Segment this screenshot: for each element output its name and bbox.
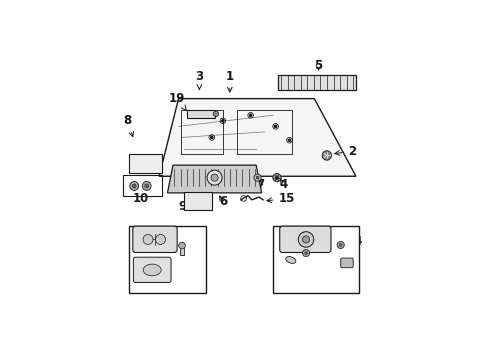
Text: 5: 5 xyxy=(314,59,322,72)
Text: 6: 6 xyxy=(218,195,226,208)
Bar xyxy=(278,75,355,90)
FancyBboxPatch shape xyxy=(133,226,177,252)
Circle shape xyxy=(275,176,278,179)
Circle shape xyxy=(298,232,313,247)
Circle shape xyxy=(302,249,309,257)
Circle shape xyxy=(213,111,218,117)
Circle shape xyxy=(132,184,136,188)
Bar xyxy=(123,175,162,195)
Polygon shape xyxy=(186,110,214,118)
Text: 8: 8 xyxy=(123,114,133,136)
Text: 18: 18 xyxy=(146,246,163,259)
Polygon shape xyxy=(159,99,355,176)
Text: 17: 17 xyxy=(185,246,202,259)
Circle shape xyxy=(143,234,153,244)
Text: 15: 15 xyxy=(266,192,294,205)
Text: 14: 14 xyxy=(286,240,303,253)
Bar xyxy=(183,192,211,210)
Bar xyxy=(180,246,183,255)
Circle shape xyxy=(210,174,218,181)
Circle shape xyxy=(222,120,224,122)
Text: 2: 2 xyxy=(334,145,355,158)
Circle shape xyxy=(336,242,344,249)
Circle shape xyxy=(256,176,259,179)
Bar xyxy=(128,154,162,174)
Circle shape xyxy=(304,251,307,255)
FancyBboxPatch shape xyxy=(340,258,352,268)
Circle shape xyxy=(144,184,148,188)
Circle shape xyxy=(178,242,185,249)
Circle shape xyxy=(253,174,261,181)
Circle shape xyxy=(338,243,342,247)
Bar xyxy=(128,226,206,293)
Circle shape xyxy=(272,174,281,182)
Circle shape xyxy=(322,151,331,160)
Circle shape xyxy=(129,181,138,190)
Text: 7: 7 xyxy=(256,178,264,191)
Circle shape xyxy=(210,136,212,139)
FancyBboxPatch shape xyxy=(133,257,171,283)
Text: 9: 9 xyxy=(178,200,190,213)
FancyBboxPatch shape xyxy=(279,226,330,252)
Text: 16: 16 xyxy=(158,282,174,295)
Circle shape xyxy=(142,181,151,190)
Circle shape xyxy=(155,234,165,244)
Text: 10: 10 xyxy=(133,192,149,205)
Text: 13: 13 xyxy=(337,257,354,270)
Ellipse shape xyxy=(143,264,161,276)
Circle shape xyxy=(288,139,290,141)
Text: 3: 3 xyxy=(195,70,203,89)
Ellipse shape xyxy=(285,257,295,264)
Text: 11: 11 xyxy=(305,282,322,295)
Polygon shape xyxy=(167,165,261,193)
Circle shape xyxy=(249,114,251,116)
Text: 4: 4 xyxy=(279,178,287,191)
Text: 19: 19 xyxy=(168,92,186,111)
Circle shape xyxy=(274,125,276,127)
Text: 14: 14 xyxy=(343,235,362,248)
Text: 12: 12 xyxy=(274,254,290,267)
Text: 1: 1 xyxy=(225,70,233,92)
Bar xyxy=(272,226,358,293)
Circle shape xyxy=(207,170,222,185)
Circle shape xyxy=(302,236,309,243)
